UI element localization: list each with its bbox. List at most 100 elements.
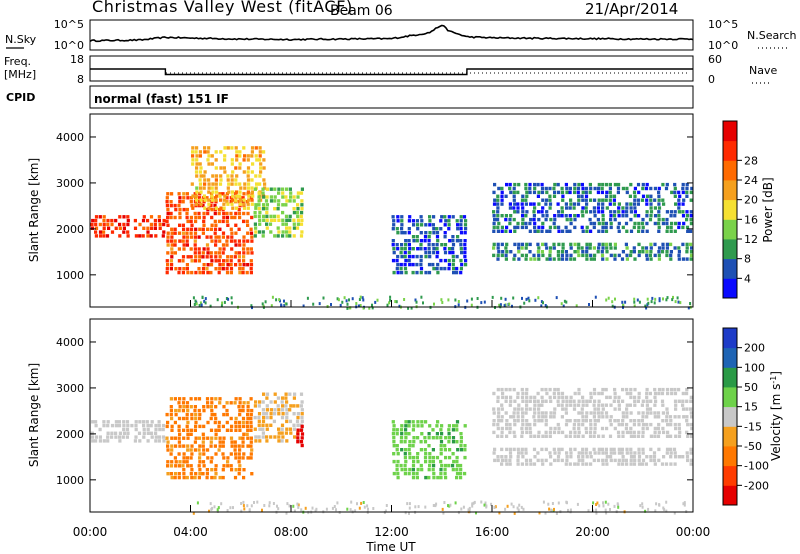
heatmap-cell	[544, 387, 548, 392]
heatmap-cell	[632, 250, 636, 254]
heatmap-cell	[238, 215, 242, 220]
heatmap-cell	[677, 202, 681, 206]
heatmap-cell	[396, 247, 400, 251]
heatmap-cell	[142, 435, 146, 439]
heatmap-cell	[625, 407, 629, 411]
heatmap-cell	[355, 302, 358, 305]
heatmap-cell	[500, 186, 504, 191]
heatmap-cell	[234, 198, 238, 202]
heatmap-cell	[536, 391, 540, 396]
heatmap-cell	[300, 400, 304, 404]
heatmap-cell	[284, 396, 288, 400]
heatmap-cell	[189, 227, 194, 231]
heatmap-cell	[185, 215, 189, 220]
heatmap-cell	[242, 206, 247, 210]
heatmap-cell	[206, 401, 210, 405]
heatmap-cell	[217, 251, 221, 255]
heatmap-cell	[552, 221, 556, 226]
heatmap-cell	[584, 206, 588, 210]
heatmap-cell	[407, 424, 411, 428]
heatmap-cell	[199, 198, 203, 202]
heatmap-cell	[217, 448, 221, 452]
heatmap-cell	[407, 231, 411, 235]
heatmap-cell	[296, 207, 300, 211]
heatmap-cell	[517, 451, 521, 455]
heatmap-cell	[141, 234, 145, 238]
heatmap-cell	[468, 506, 471, 510]
heatmap-cell	[605, 246, 609, 250]
heatmap-cell	[170, 239, 174, 243]
heatmap-cell	[343, 296, 346, 300]
heatmap-cell	[214, 255, 218, 259]
heatmap-cell	[197, 267, 201, 271]
heatmap-cell	[169, 405, 173, 409]
heatmap-cell	[584, 190, 588, 195]
heatmap-cell	[253, 187, 257, 191]
heatmap-cell	[166, 235, 170, 239]
heatmap-cell	[178, 460, 182, 464]
heatmap-cell	[210, 194, 214, 198]
heatmap-cell	[645, 399, 649, 403]
heatmap-cell	[544, 419, 548, 423]
heatmap-cell	[641, 217, 645, 222]
heatmap-cell	[254, 439, 258, 443]
colorbar-tick-label: 15	[744, 401, 758, 414]
heatmap-cell	[403, 452, 407, 456]
heatmap-cell	[288, 504, 291, 508]
heatmap-cell	[281, 195, 285, 199]
heatmap-cell	[227, 190, 231, 194]
heatmap-cell	[166, 464, 170, 468]
heatmap-cell	[661, 426, 665, 431]
heatmap-cell	[657, 206, 662, 210]
heatmap-cell	[246, 456, 250, 460]
heatmap-cell	[230, 235, 234, 239]
heatmap-cell	[516, 221, 520, 226]
heatmap-cell	[596, 501, 599, 505]
nsearch-tick-top: 10^5	[708, 18, 738, 31]
heatmap-cell	[443, 223, 447, 227]
heatmap-cell	[524, 225, 528, 230]
heatmap-cell	[669, 434, 673, 438]
heatmap-cell	[518, 503, 521, 507]
heatmap-cell	[141, 218, 146, 223]
heatmap-cell	[211, 182, 215, 186]
heatmap-cell	[592, 257, 596, 261]
heatmap-cell	[452, 270, 456, 275]
heatmap-cell	[241, 440, 245, 444]
heatmap-cell	[98, 234, 103, 238]
heatmap-cell	[198, 416, 202, 421]
heatmap-cell	[528, 190, 532, 195]
heatmap-cell	[557, 242, 561, 247]
heatmap-cell	[682, 221, 686, 226]
heatmap-cell	[547, 502, 550, 506]
heatmap-cell	[138, 439, 142, 443]
heatmap-cell	[269, 218, 273, 222]
heatmap-cell	[296, 222, 300, 226]
heatmap-cell	[424, 505, 427, 509]
heatmap-cell	[300, 203, 304, 207]
heatmap-cell	[439, 444, 443, 448]
heatmap-cell	[512, 415, 516, 419]
heatmap-cell	[584, 419, 588, 423]
heatmap-cell	[625, 246, 629, 250]
heatmap-cell	[203, 299, 206, 303]
heatmap-cell	[463, 444, 467, 448]
heatmap-cell	[98, 427, 102, 432]
heatmap-cell	[542, 301, 544, 305]
heatmap-cell	[214, 432, 218, 436]
heatmap-cell	[552, 415, 556, 419]
heatmap-cell	[512, 505, 515, 509]
heatmap-cell	[689, 458, 693, 463]
heatmap-cell	[505, 225, 509, 230]
heatmap-cell	[585, 257, 589, 261]
heatmap-cell	[541, 242, 545, 247]
heatmap-cell	[496, 434, 500, 438]
heatmap-cell	[285, 302, 288, 306]
heatmap-cell	[625, 253, 629, 258]
heatmap-cell	[254, 174, 258, 178]
heatmap-cell	[396, 215, 400, 219]
heatmap-cell	[242, 146, 246, 150]
heatmap-cell	[573, 419, 577, 423]
heatmap-cell	[544, 217, 548, 222]
heatmap-cell	[689, 407, 693, 411]
